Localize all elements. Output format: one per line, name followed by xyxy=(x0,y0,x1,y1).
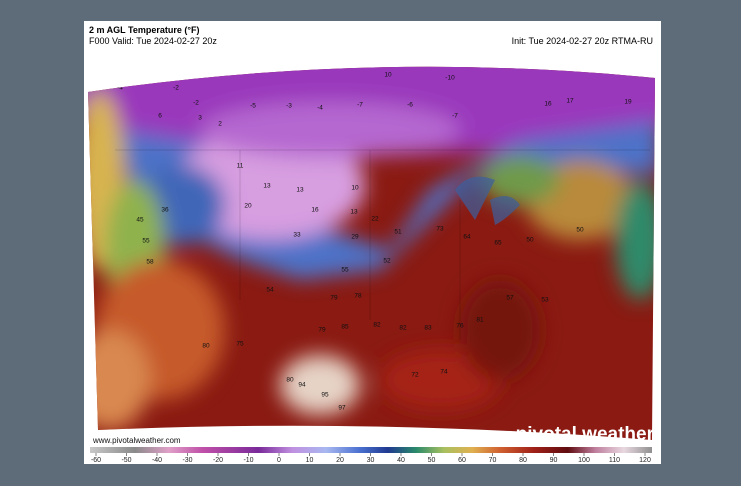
station-value: 13 xyxy=(296,187,304,194)
station-value: 75 xyxy=(236,341,244,348)
station-value: 72 xyxy=(411,372,419,379)
colorbar-tick-label: 60 xyxy=(458,457,466,464)
colorbar-tick-label: 30 xyxy=(367,457,375,464)
colorbar-tick-label: 100 xyxy=(578,457,590,464)
colorbar-tick-label: 10 xyxy=(306,457,314,464)
station-value: 10 xyxy=(351,185,359,192)
station-value: -2 xyxy=(193,100,199,107)
station-value: 22 xyxy=(371,216,379,223)
station-value: 17 xyxy=(566,98,574,105)
station-value: 80 xyxy=(286,377,294,384)
station-value: -5 xyxy=(250,103,256,110)
colorbar-tick-label: -40 xyxy=(152,457,162,464)
station-value: 16 xyxy=(311,207,319,214)
colorbar-tick-label: -30 xyxy=(182,457,192,464)
title: 2 m AGL Temperature (°F) xyxy=(89,25,199,35)
station-value: 10 xyxy=(384,72,392,79)
station-value: 58 xyxy=(146,259,154,266)
station-value: 50 xyxy=(526,237,534,244)
station-value: 51 xyxy=(394,229,402,236)
station-value: 74 xyxy=(440,369,448,376)
station-value: 29 xyxy=(351,234,359,241)
station-value: 82 xyxy=(399,325,407,332)
colorbar-tick-label: -50 xyxy=(121,457,131,464)
valid-time: F000 Valid: Tue 2024-02-27 20z xyxy=(89,36,217,46)
colorbar-tick-label: 20 xyxy=(336,457,344,464)
station-value: 97 xyxy=(338,405,346,412)
station-value: 55 xyxy=(142,238,150,245)
map: -4 -2 -2 6 3 2 -5 -3 -4 -7 -6 -7 10 -10 16 17 19 11 13 13 10… xyxy=(88,66,655,441)
colorbar-ticks: -60 -50 -40 -30 -20 -10 0 10 20 30 40 50 60 70 80 90 100… xyxy=(91,453,651,464)
station-value: 94 xyxy=(298,382,306,389)
colorbar-tick-label: 90 xyxy=(550,457,558,464)
station-value: -7 xyxy=(452,113,458,120)
colorbar-tick-label: -60 xyxy=(91,457,101,464)
station-value: 19 xyxy=(624,99,632,106)
colorbar-tick-label: 40 xyxy=(397,457,405,464)
station-value: 85 xyxy=(341,324,349,331)
init-time: Init: Tue 2024-02-27 20z RTMA-RU xyxy=(512,36,653,46)
station-value: 83 xyxy=(424,325,432,332)
station-value: 52 xyxy=(383,258,391,265)
station-value: -7 xyxy=(357,102,363,109)
station-value: 11 xyxy=(237,163,244,170)
station-value: -6 xyxy=(407,102,413,109)
colorbar-tick-label: 50 xyxy=(428,457,436,464)
station-value: 13 xyxy=(263,183,271,190)
station-value: 76 xyxy=(456,323,464,330)
station-value: 50 xyxy=(576,227,584,234)
station-value: 79 xyxy=(318,327,326,334)
colorbar-tick-label: 70 xyxy=(489,457,497,464)
station-value: 20 xyxy=(244,203,252,210)
station-value: -3 xyxy=(286,103,292,110)
colorbar-tick-label: 120 xyxy=(639,457,651,464)
station-value: -4 xyxy=(317,105,323,112)
station-value: 2 xyxy=(218,121,222,128)
site-url: www.pivotalweather.com xyxy=(92,436,181,445)
station-value: 16 xyxy=(544,101,552,108)
colorbar-tick-label: -20 xyxy=(213,457,223,464)
station-value: -4 xyxy=(117,85,123,92)
station-value: 54 xyxy=(266,287,274,294)
station-value: 82 xyxy=(373,322,381,329)
station-value: 6 xyxy=(158,113,162,120)
station-value: 13 xyxy=(350,209,358,216)
colorbar xyxy=(90,447,652,453)
station-value: 3 xyxy=(198,115,202,122)
colorbar-tick-label: -10 xyxy=(243,457,253,464)
station-value: 55 xyxy=(341,267,349,274)
station-value: 95 xyxy=(321,392,329,399)
station-value: 53 xyxy=(541,297,549,304)
station-value: 65 xyxy=(494,240,502,247)
station-value: 78 xyxy=(354,293,362,300)
station-value: -10 xyxy=(445,75,455,82)
station-value: 80 xyxy=(202,343,210,350)
station-value: 33 xyxy=(293,232,301,239)
station-value: 45 xyxy=(136,217,144,224)
station-value: 64 xyxy=(463,234,471,241)
station-value: 57 xyxy=(506,295,514,302)
station-value: -2 xyxy=(173,85,179,92)
station-value: 81 xyxy=(476,317,484,324)
station-value: 79 xyxy=(330,295,338,302)
colorbar-tick-label: 0 xyxy=(277,457,281,464)
station-value: 36 xyxy=(161,207,169,214)
station-value: 73 xyxy=(436,226,444,233)
colorbar-tick-label: 80 xyxy=(519,457,527,464)
brand: pivotal weather xyxy=(516,424,655,445)
station-values: -4 -2 -2 6 3 2 -5 -3 -4 -7 -6 -7 10 -10 16 17 19 11 13 13 10… xyxy=(117,72,632,412)
colorbar-tick-label: 110 xyxy=(609,457,620,464)
